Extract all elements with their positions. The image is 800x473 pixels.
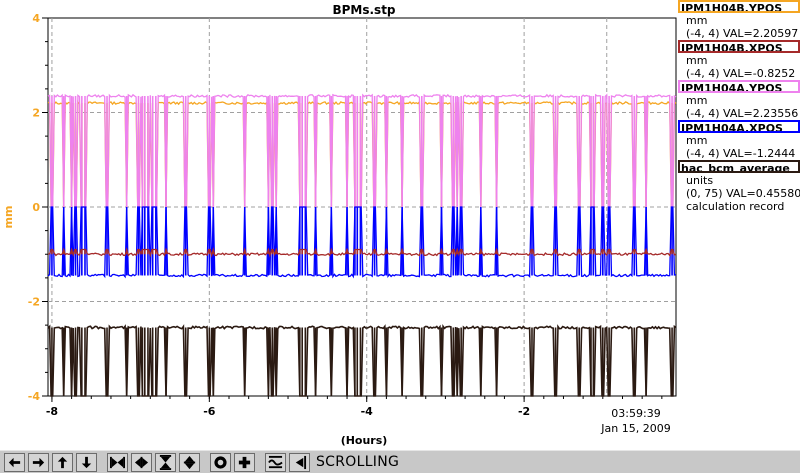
- legend-series-range: (-4, 4): [686, 147, 720, 160]
- zoom-out-vertical-button[interactable]: [179, 452, 200, 472]
- legend-series-value: (0, 75) VAL=0.45580: [678, 187, 800, 200]
- timestamp-time: 03:59:39: [611, 407, 660, 420]
- x-tick-label: -2: [518, 405, 530, 418]
- arrow-down-icon: [81, 456, 92, 468]
- x-tick-label: -8: [46, 405, 58, 418]
- legend-entry[interactable]: IPM1H04A.YPOS mm (-4, 4) VAL=2.23556: [678, 80, 800, 120]
- legend-series-units: mm: [686, 14, 708, 27]
- legend-entry[interactable]: IPM1H04A.XPOS mm (-4, 4) VAL=-1.2444: [678, 120, 800, 160]
- y-tick-label: -4: [28, 390, 41, 403]
- legend-series-units: mm: [686, 94, 708, 107]
- legend-series-label[interactable]: hac_bcm_average: [678, 160, 800, 173]
- arrow-up-icon: [57, 456, 68, 468]
- scroll-up-button[interactable]: [52, 452, 73, 472]
- expand-horizontal-icon: [134, 456, 149, 468]
- legend-series-label[interactable]: IPM1H04B.XPOS: [678, 40, 800, 53]
- series-line: [47, 246, 677, 258]
- legend-series-val: VAL=-0.8252: [723, 67, 796, 80]
- legend-entry[interactable]: hac_bcm_average units (0, 75) VAL=0.4558…: [678, 160, 800, 213]
- x-axis-label: (Hours): [341, 434, 388, 447]
- waveform-icon: [268, 455, 283, 468]
- scroll-mode-button[interactable]: [289, 452, 310, 472]
- add-button[interactable]: [234, 452, 255, 472]
- y-axis-label: mm: [2, 206, 15, 229]
- legend: IPM1H04B.YPOS mm (-4, 4) VAL=2.20597 IPM…: [678, 0, 800, 230]
- plus-icon: [238, 456, 251, 468]
- y-tick-label: 0: [32, 201, 40, 214]
- legend-series-val: VAL=-1.2444: [723, 147, 796, 160]
- arrow-left-icon: [8, 457, 21, 467]
- record-button[interactable]: [210, 452, 231, 472]
- legend-series-label[interactable]: IPM1H04A.YPOS: [678, 80, 800, 93]
- zoom-out-horizontal-button[interactable]: [131, 452, 152, 472]
- scroll-left-button[interactable]: [4, 452, 25, 472]
- y-tick-label: 2: [32, 107, 40, 120]
- toolbar-status: SCROLLING: [316, 454, 400, 470]
- x-tick-label: -6: [203, 405, 216, 418]
- legend-series-value: (-4, 4) VAL=-0.8252: [678, 67, 800, 80]
- arrow-right-icon: [32, 457, 45, 467]
- legend-series-units: mm: [686, 134, 708, 147]
- legend-series-units: mm: [686, 54, 708, 67]
- legend-series-val: VAL=0.45580: [726, 187, 800, 200]
- chart-title: BPMs.stp: [332, 3, 395, 17]
- legend-series-val: VAL=2.20597: [723, 27, 799, 40]
- compress-horizontal-icon: [110, 456, 125, 468]
- toolbar: SCROLLING: [0, 450, 800, 473]
- legend-series-units: units: [686, 174, 714, 187]
- plot-area: BPMs.stp mm (Hours) 03:59:39 Jan 15, 2009 4 2 0…: [2, 3, 677, 447]
- y-tick-label: 4: [32, 12, 40, 25]
- legend-series-val: VAL=2.23556: [723, 107, 799, 120]
- legend-series-value: (-4, 4) VAL=2.20597: [678, 27, 800, 40]
- legend-entry[interactable]: IPM1H04B.YPOS mm (-4, 4) VAL=2.20597: [678, 0, 800, 40]
- legend-series-range: (-4, 4): [686, 67, 720, 80]
- waveform-button[interactable]: [265, 452, 286, 472]
- scroll-right-button[interactable]: [28, 452, 49, 472]
- zoom-in-horizontal-button[interactable]: [107, 452, 128, 472]
- legend-series-range: (-4, 4): [686, 27, 720, 40]
- x-tick-label: -4: [361, 405, 374, 418]
- legend-series-value: (-4, 4) VAL=-1.2444: [678, 147, 800, 160]
- legend-series-label[interactable]: IPM1H04B.YPOS: [678, 0, 800, 13]
- compress-vertical-icon: [159, 454, 172, 470]
- legend-series-range: (-4, 4): [686, 107, 720, 120]
- scroll-mode-icon: [295, 455, 307, 469]
- y-tick-label: -2: [28, 296, 40, 309]
- record-icon: [214, 455, 227, 469]
- legend-entry[interactable]: IPM1H04B.XPOS mm (-4, 4) VAL=-0.8252: [678, 40, 800, 80]
- chart-svg: BPMs.stp mm (Hours) 03:59:39 Jan 15, 2009 4 2 0…: [2, 3, 677, 447]
- expand-vertical-icon: [183, 455, 196, 469]
- legend-series-label[interactable]: IPM1H04A.XPOS: [678, 120, 800, 133]
- zoom-in-vertical-button[interactable]: [155, 452, 176, 472]
- legend-series-range: (0, 75): [686, 187, 723, 200]
- legend-series-value: (-4, 4) VAL=2.23556: [678, 107, 800, 120]
- scroll-down-button[interactable]: [76, 452, 97, 472]
- legend-series-note: calculation record: [686, 200, 785, 213]
- timestamp-date: Jan 15, 2009: [600, 422, 670, 435]
